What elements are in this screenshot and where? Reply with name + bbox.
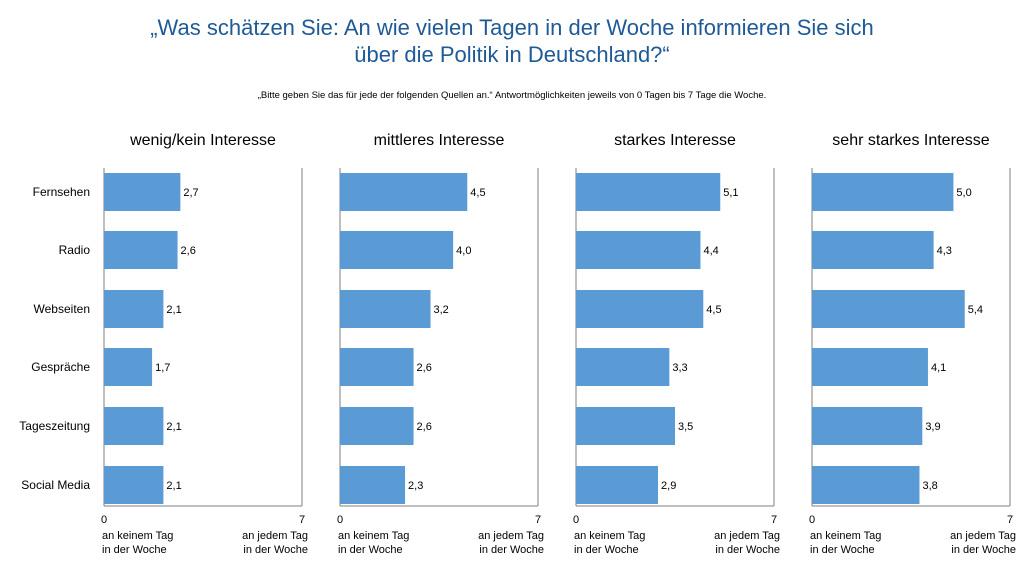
x-axis-max-label: in der Woche: [479, 544, 544, 556]
data-label: 1,7: [155, 362, 170, 374]
x-axis-max-label: an jedem Tag: [478, 530, 544, 542]
data-label: 3,9: [925, 421, 940, 433]
chart-title: „Was schätzen Sie: An wie vielen Tagen i…: [0, 14, 1024, 68]
panel-title: sehr starkes Interesse: [832, 132, 990, 149]
data-label: 3,3: [672, 362, 687, 374]
data-label: 4,5: [706, 304, 721, 316]
category-label: Fernsehen: [33, 185, 90, 199]
panel-title: wenig/kein Interesse: [129, 132, 276, 149]
bar: [812, 466, 920, 504]
x-tick-label: 0: [101, 514, 107, 526]
bar: [104, 231, 178, 269]
data-label: 2,7: [183, 187, 198, 199]
x-axis-min-label: an keinem Tag: [810, 530, 881, 542]
x-tick-label: 0: [337, 514, 343, 526]
chart-title-line-1: „Was schätzen Sie: An wie vielen Tagen i…: [150, 15, 874, 40]
x-tick-label: 0: [809, 514, 815, 526]
data-label: 4,1: [931, 362, 946, 374]
bar: [104, 348, 153, 386]
bar: [340, 348, 414, 386]
data-label: 2,6: [417, 362, 432, 374]
x-tick-label: 0: [573, 514, 579, 526]
bar: [812, 348, 928, 386]
bar: [812, 290, 965, 328]
x-axis-max-label: an jedem Tag: [950, 530, 1016, 542]
category-label: Social Media: [21, 478, 90, 492]
data-label: 2,1: [166, 480, 181, 492]
data-label: 4,3: [937, 245, 952, 257]
data-label: 2,1: [166, 304, 181, 316]
x-axis-min-label: an keinem Tag: [338, 530, 409, 542]
category-label: Tageszeitung: [19, 419, 90, 433]
category-label: Radio: [59, 243, 91, 257]
data-label: 3,8: [922, 480, 937, 492]
bar: [576, 290, 704, 328]
panel-title: starkes Interesse: [614, 132, 736, 149]
category-label: Gespräche: [31, 360, 90, 374]
bar: [340, 231, 454, 269]
x-axis-max-label: in der Woche: [715, 544, 780, 556]
data-label: 2,6: [417, 421, 432, 433]
data-label: 3,2: [434, 304, 449, 316]
bar: [576, 173, 721, 211]
panel-title: mittleres Interesse: [374, 132, 505, 149]
bar: [576, 407, 675, 445]
data-label: 4,5: [470, 187, 485, 199]
bar: [340, 407, 414, 445]
x-axis-min-label: in der Woche: [102, 544, 167, 556]
data-label: 2,9: [661, 480, 676, 492]
x-axis-min-label: in der Woche: [338, 544, 403, 556]
category-label: Webseiten: [34, 302, 90, 316]
bar: [812, 173, 954, 211]
data-label: 3,5: [678, 421, 693, 433]
data-label: 5,1: [723, 187, 738, 199]
data-label: 4,0: [456, 245, 471, 257]
bar: [340, 290, 431, 328]
bar: [340, 173, 468, 211]
bar: [104, 466, 164, 504]
bar: [576, 231, 701, 269]
x-axis-max-label: in der Woche: [951, 544, 1016, 556]
bar: [104, 173, 181, 211]
bar: [340, 466, 406, 504]
data-label: 5,4: [968, 304, 983, 316]
x-tick-label: 7: [1007, 514, 1013, 526]
data-label: 5,0: [956, 187, 971, 199]
x-axis-max-label: in der Woche: [243, 544, 308, 556]
bar: [104, 407, 164, 445]
bar: [576, 466, 659, 504]
x-tick-label: 7: [535, 514, 541, 526]
chart-title-line-2: über die Politik in Deutschland?“: [354, 42, 670, 67]
bar: [812, 231, 934, 269]
x-axis-min-label: an keinem Tag: [574, 530, 645, 542]
chart-subtitle: „Bitte geben Sie das für jede der folgen…: [257, 90, 767, 101]
bar: [812, 407, 923, 445]
x-axis-max-label: an jedem Tag: [242, 530, 308, 542]
bar: [104, 290, 164, 328]
x-axis-min-label: in der Woche: [574, 544, 639, 556]
x-axis-max-label: an jedem Tag: [714, 530, 780, 542]
x-axis-min-label: in der Woche: [810, 544, 875, 556]
x-axis-min-label: an keinem Tag: [102, 530, 173, 542]
data-label: 2,6: [181, 245, 196, 257]
bar: [576, 348, 670, 386]
x-tick-label: 7: [299, 514, 305, 526]
data-label: 2,3: [408, 480, 423, 492]
x-tick-label: 7: [771, 514, 777, 526]
data-label: 2,1: [166, 421, 181, 433]
data-label: 4,4: [703, 245, 718, 257]
